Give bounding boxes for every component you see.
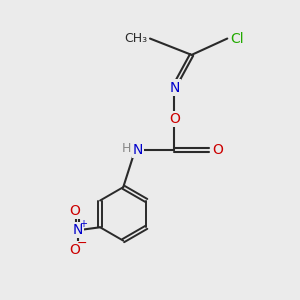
Text: Cl: Cl bbox=[230, 32, 244, 46]
Text: O: O bbox=[69, 243, 80, 256]
Text: H: H bbox=[122, 142, 131, 155]
Text: O: O bbox=[212, 143, 223, 157]
Text: N: N bbox=[133, 143, 143, 157]
Text: O: O bbox=[69, 204, 80, 218]
Text: N: N bbox=[169, 81, 180, 94]
Text: O: O bbox=[169, 112, 180, 126]
Text: −: − bbox=[77, 236, 88, 250]
Text: N: N bbox=[73, 223, 83, 237]
Text: CH₃: CH₃ bbox=[124, 32, 147, 45]
Text: +: + bbox=[79, 219, 87, 229]
